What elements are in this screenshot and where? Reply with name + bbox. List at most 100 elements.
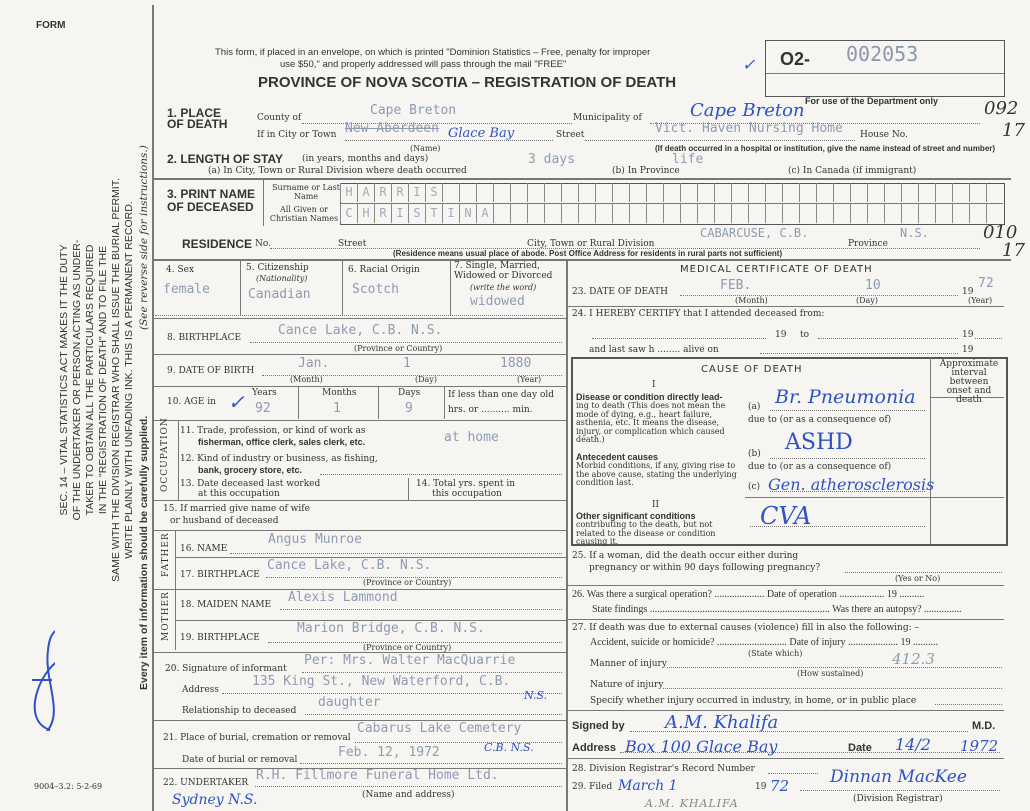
informant-signature-value: Per: Mrs. Walter MacQuarrie xyxy=(304,653,516,668)
mother-side-label: MOTHER xyxy=(161,591,171,641)
manner-label: Manner of injury xyxy=(590,659,667,669)
physician-printed-name: A.M. KHALIFA xyxy=(645,797,739,810)
birthplace-label: 8. BIRTHPLACE xyxy=(167,333,242,343)
stay-b-label: (b) In Province xyxy=(612,166,680,176)
form-title: PROVINCE OF NOVA SCOTIA – REGISTRATION O… xyxy=(258,74,677,91)
q26-findings: State findings .........................… xyxy=(592,604,962,615)
signed-by-label: Signed by xyxy=(572,720,625,732)
due-to-label: due to (or as a consequence of) xyxy=(748,415,892,425)
medical-certificate-title: MEDICAL CERTIFICATE OF DEATH xyxy=(680,264,873,275)
cause-b-value: ASHD xyxy=(785,430,853,455)
citizenship-value: Canadian xyxy=(248,287,311,302)
cause-c-value: Gen. atherosclerosis xyxy=(768,475,935,494)
stay-a-value: 3 days xyxy=(528,152,575,167)
other-conditions-value: CVA xyxy=(760,502,812,530)
name-address-hint: (Name and address) xyxy=(362,790,455,800)
residence-city-value: CABARCUSE, C.B. xyxy=(700,226,809,240)
mother-birthplace-value: Marion Bridge, C.B. N.S. xyxy=(297,621,485,636)
birthplace-value: Cance Lake, C.B. N.S. xyxy=(278,323,443,338)
father-birthplace-label: 17. BIRTHPLACE xyxy=(180,570,260,580)
residence-street-label: Street xyxy=(338,239,367,249)
city-value: New Aberdeen xyxy=(345,121,439,136)
direct-cause-title: Disease or condition directly lead- xyxy=(576,392,723,402)
citizenship-label: 5. Citizenship xyxy=(246,263,309,273)
q28-label: 28. Division Registrar's Record Number xyxy=(572,764,755,774)
burial-date-value: Feb. 12, 1972 xyxy=(338,745,440,760)
registrar-hint: (Division Registrar) xyxy=(853,794,943,804)
cause-a-label: (a) xyxy=(748,402,761,412)
q15-label: 15. If married give name of wife xyxy=(163,504,310,514)
date-of-death-label: 23. DATE OF DEATH xyxy=(572,287,668,297)
interval-header: Approximate interval between onset and d… xyxy=(939,359,999,405)
dob-day: 1 xyxy=(403,356,411,371)
father-birthplace-value: Cance Lake, C.B. N.S. xyxy=(267,558,432,573)
cert-date-value: 14/2 xyxy=(895,735,931,754)
registration-prefix: O2- xyxy=(780,49,811,69)
q11-label: 11. Trade, profession, or kind of work a… xyxy=(180,426,366,436)
antecedent-title: Antecedent causes xyxy=(576,452,659,462)
filed-date-value: March 1 xyxy=(618,778,678,794)
length-of-stay-label: 2. LENGTH OF STAY xyxy=(167,152,284,166)
mother-birthplace-label: 19. BIRTHPLACE xyxy=(180,633,260,643)
occupation-value: at home xyxy=(444,430,499,445)
q13-label: 13. Date deceased last worked xyxy=(180,479,321,489)
other-conditions-title: Other significant conditions xyxy=(576,511,696,521)
surname-label: Surname or Last Name xyxy=(272,183,340,201)
print-name-label: 3. PRINT NAME OF DECEASED xyxy=(167,187,256,214)
check-mark-icon: ✓ xyxy=(228,390,245,414)
given-names-label: All Given or Christian Names xyxy=(269,205,339,223)
q27-accident: Accident, suicide or homicide? .........… xyxy=(590,637,938,648)
years-label: Years xyxy=(252,388,277,398)
residence-no-label: No. xyxy=(255,239,271,249)
residence-province-label: Province xyxy=(848,239,888,249)
cause-of-death-title: CAUSE OF DEATH xyxy=(701,364,803,375)
stay-b-value: life xyxy=(672,152,704,167)
q15-sub: or husband of deceased xyxy=(170,516,279,526)
relationship-value: daughter xyxy=(318,695,381,710)
mail-notice-2: use $50," and properly addressed will pa… xyxy=(280,59,567,70)
province-country-hint: (Province or Country) xyxy=(354,344,443,353)
q26-label: 26. Was there a surgical operation? ....… xyxy=(572,589,925,600)
how-sustained-hint: (How sustained) xyxy=(797,669,864,678)
racial-origin-label: 6. Racial Origin xyxy=(348,265,420,275)
q27-label: 27. If death was due to external causes … xyxy=(572,623,920,633)
nationality-hint: (Nationality) xyxy=(256,274,308,283)
specify-label: Specify whether injury occurred in indus… xyxy=(590,696,917,706)
year-prefix: 19 xyxy=(775,330,787,340)
dept-code: 17 xyxy=(1002,240,1025,261)
year-prefix: 19 xyxy=(962,330,974,340)
death-year: 72 xyxy=(978,276,994,291)
physician-address-label: Address xyxy=(572,742,617,754)
dob-month: Jan. xyxy=(298,356,330,371)
year-prefix: 19 xyxy=(962,345,974,355)
province-country-hint: (Province or Country) xyxy=(363,578,452,587)
burial-place-label: 21. Place of burial, cremation or remova… xyxy=(163,733,351,743)
registrar-signature: Dinnan MacKee xyxy=(830,767,967,787)
every-item-note: Every item of information should be care… xyxy=(138,415,150,690)
days-label: Days xyxy=(398,388,421,398)
state-which-hint: (State which) xyxy=(748,649,803,658)
institution-note: (If death occurred in a hospital or inst… xyxy=(655,144,996,153)
sex-value: female xyxy=(163,282,210,297)
occupation-side-label: OCCUPATION xyxy=(160,417,170,492)
house-label: House No. xyxy=(860,130,908,140)
dob-year: 1880 xyxy=(500,356,532,371)
municipality-value: Cape Breton xyxy=(690,100,805,121)
age-months: 1 xyxy=(333,401,341,416)
dept-code: 092 xyxy=(984,98,1019,119)
registration-number-box: O2- 002053 xyxy=(765,40,1005,97)
antecedent-hint: Morbid conditions, if any, giving rise t… xyxy=(576,461,737,487)
year-hint: (Year) xyxy=(968,296,993,305)
months-label: Months xyxy=(322,388,357,398)
physician-address-value: Box 100 Glace Bay xyxy=(625,737,778,756)
county-value: Cape Breton xyxy=(370,103,457,118)
to-label: to xyxy=(800,330,810,340)
department-only-label: For use of the Department only xyxy=(805,96,939,106)
month-hint: (Month) xyxy=(735,296,768,305)
cert-date-label: Date xyxy=(848,742,872,754)
burial-place-value: Cabarus Lake Cemetery xyxy=(357,721,522,736)
other-conditions-hint: contributing to the death, but not relat… xyxy=(576,520,716,546)
